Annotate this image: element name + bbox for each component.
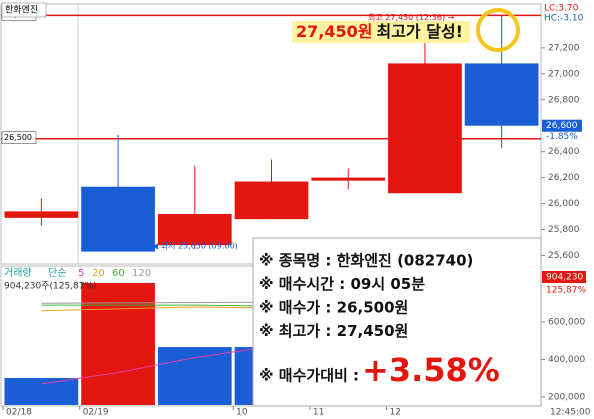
info-row: ※ 매수시간 : 09시 05분 bbox=[259, 275, 425, 293]
volume-summary: 904,230주(125,87%) bbox=[4, 281, 97, 292]
x-tick-label: 02/19 bbox=[83, 408, 109, 418]
headline: 27,450원 최고가 달성! bbox=[296, 22, 463, 41]
ma-label: 단순 bbox=[48, 267, 66, 279]
info-row: ※ 최고가 : 27,450원 bbox=[259, 322, 408, 340]
volume-current-box bbox=[542, 271, 586, 283]
volume-current: 904,230 bbox=[546, 273, 583, 283]
candle-body bbox=[311, 177, 386, 181]
legend-entry: 5 bbox=[78, 268, 84, 279]
candle-body bbox=[388, 63, 462, 194]
x-tick-label: 02/18 bbox=[6, 408, 32, 418]
info-box bbox=[252, 237, 542, 407]
y-tick-label: 26,000 bbox=[548, 199, 580, 209]
candle-body bbox=[4, 211, 79, 218]
current-price: 26,600 bbox=[546, 121, 578, 131]
info-row: ※ 종목명 : 한화엔진 (082740) bbox=[259, 252, 473, 270]
volume-title: 거래량 bbox=[4, 267, 32, 279]
candle-body bbox=[464, 63, 539, 126]
legend-entry: 20 bbox=[92, 268, 105, 279]
y-tick-label: 400,000 bbox=[548, 355, 585, 365]
stock-label: 한화엔진 bbox=[5, 5, 38, 16]
lc-label: LC:3.70 bbox=[544, 4, 579, 14]
reference-label: 26,500 bbox=[4, 133, 32, 142]
y-tick-label: 26,400 bbox=[548, 147, 580, 157]
headline-highlight bbox=[292, 21, 470, 43]
y-tick-label: 27,000 bbox=[548, 69, 580, 79]
x-tick-label: 10 bbox=[236, 408, 248, 418]
legend-entry: 120 bbox=[132, 268, 151, 279]
y-tick-label: 25,800 bbox=[548, 225, 580, 235]
y-tick-label: 27,200 bbox=[548, 43, 580, 53]
volume-bar bbox=[81, 282, 155, 405]
candle-body bbox=[234, 181, 309, 220]
legend-entry: 60 bbox=[112, 268, 125, 279]
volume-bar bbox=[4, 378, 79, 405]
volume-ratio: 125,87% bbox=[546, 286, 586, 296]
y-tick-label: 600,000 bbox=[548, 317, 585, 327]
compare-value: +3.58% bbox=[362, 351, 500, 389]
hc-label: HC:-3.10 bbox=[544, 14, 584, 24]
headline-price: 27,450원 bbox=[296, 22, 372, 41]
time-label: 12:45:00 bbox=[550, 408, 591, 418]
current-change: -1.85% bbox=[546, 132, 578, 142]
info-row: ※ 매수가 : 26,500원 bbox=[259, 299, 408, 317]
y-tick-label: 26,200 bbox=[548, 173, 580, 183]
x-tick-label: 11 bbox=[313, 408, 324, 418]
stock-label-box bbox=[1, 2, 47, 18]
time-box bbox=[542, 405, 594, 419]
low-note: ◀ 최저 25,650 (09:00) bbox=[152, 241, 238, 251]
y-tick-label: 200,000 bbox=[548, 392, 585, 402]
reference-label-box bbox=[1, 131, 37, 144]
x-tick-label: 12 bbox=[390, 408, 401, 418]
y-tick-label: 25,600 bbox=[548, 251, 580, 261]
current-price-box bbox=[542, 119, 582, 132]
candle-body bbox=[81, 186, 155, 252]
highlight-circle bbox=[476, 8, 520, 52]
high-note: 최고 27,450 (12:36) → bbox=[368, 12, 455, 22]
compare-label: ※ 매수가대비 : bbox=[259, 367, 359, 385]
y-tick-label: 26,800 bbox=[548, 95, 580, 105]
headline-text: 최고가 달성! bbox=[376, 22, 462, 41]
candle-body bbox=[157, 213, 232, 246]
volume-bar bbox=[157, 347, 232, 405]
